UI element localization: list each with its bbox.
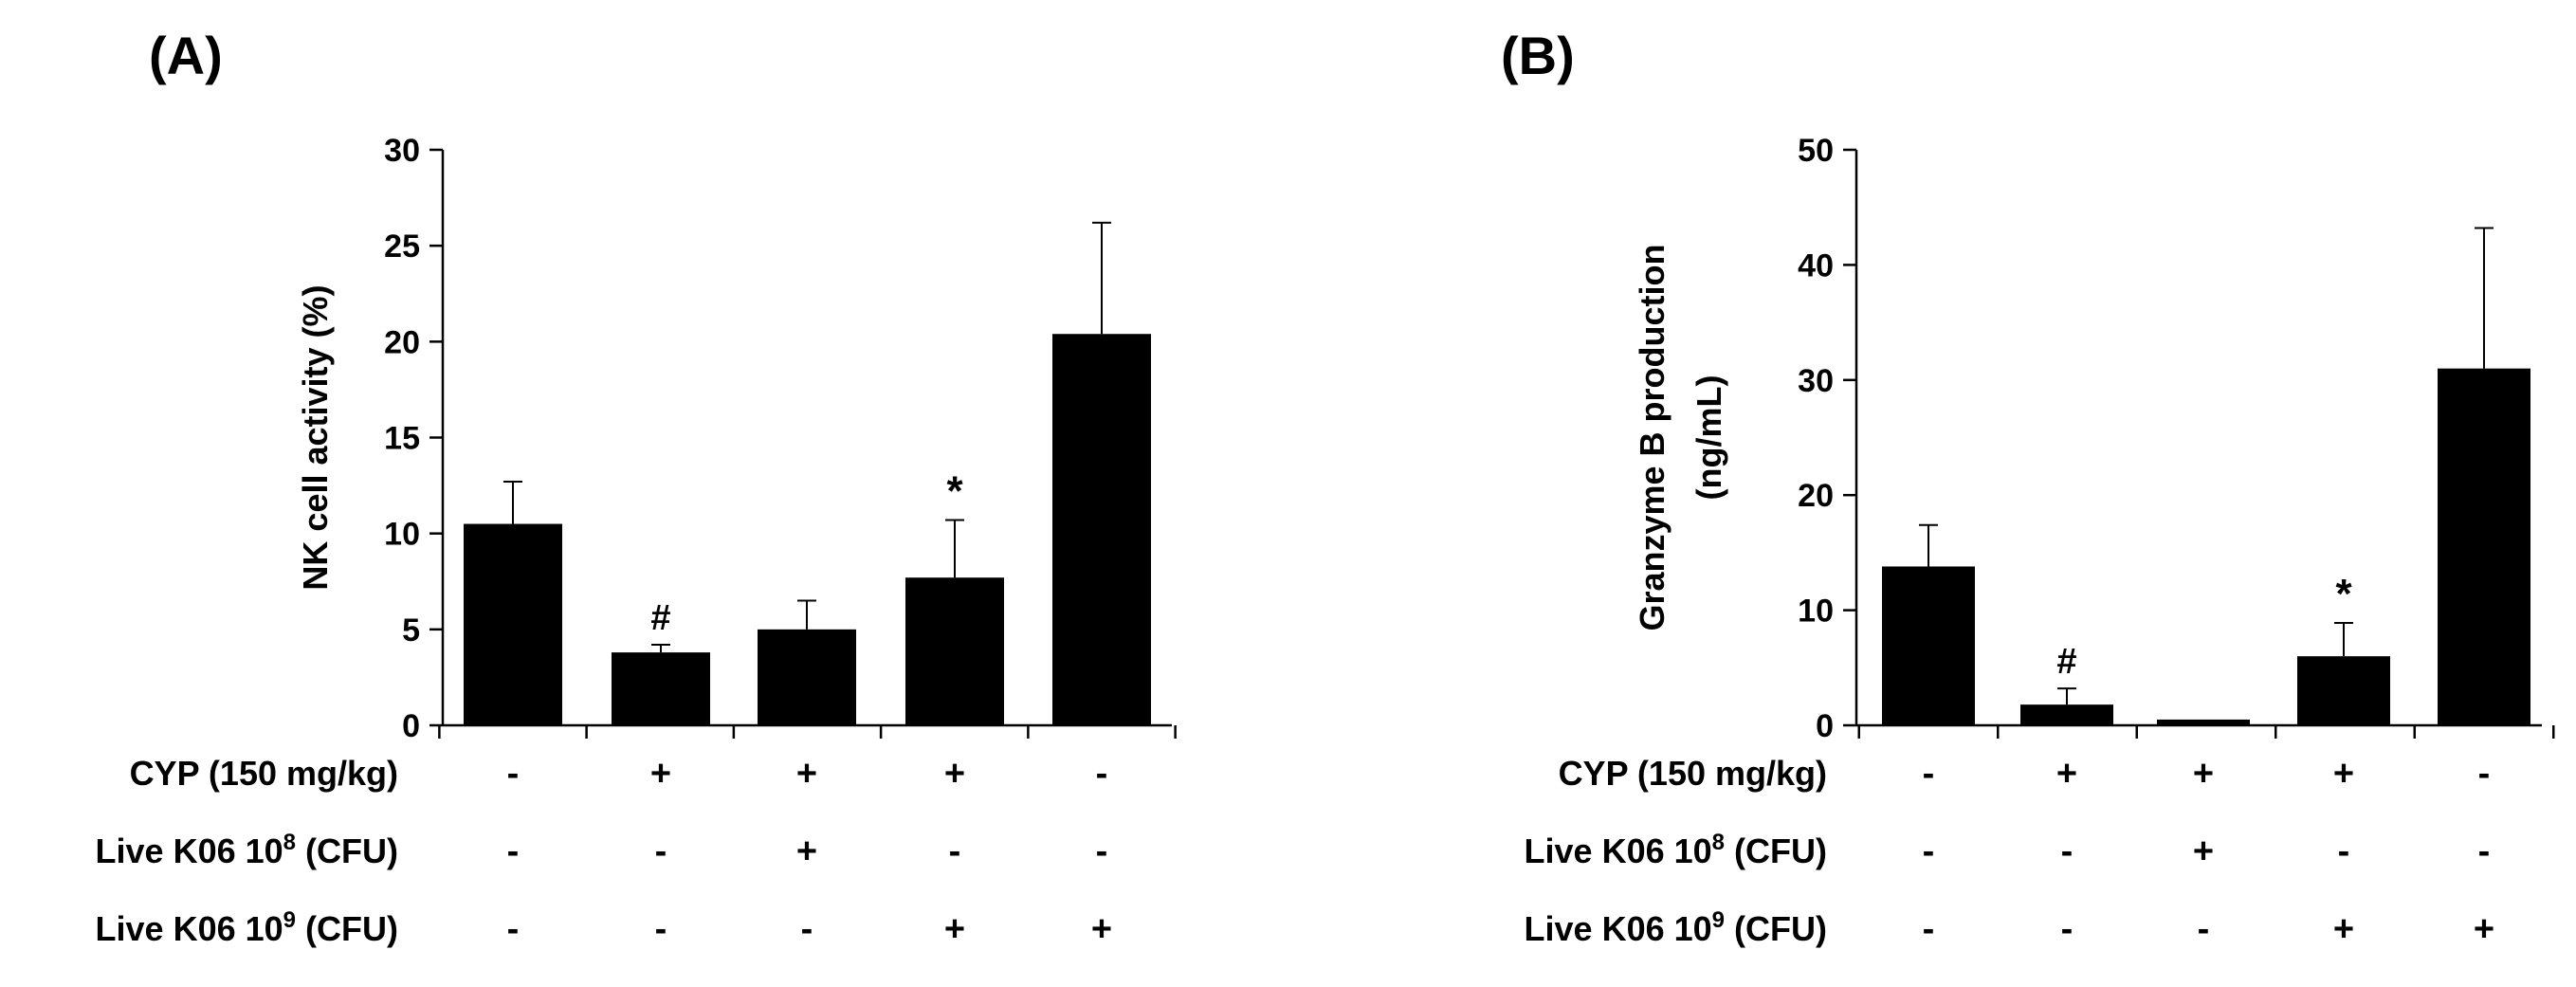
condition-label-superscript: 8 — [283, 830, 296, 855]
y-tick-label: 20 — [384, 324, 420, 360]
condition-minus: - — [2478, 754, 2491, 794]
significance-asterisk: * — [946, 468, 963, 515]
significance-hash: # — [2056, 642, 2076, 682]
y-tick-label: 30 — [384, 133, 420, 169]
condition-minus: - — [801, 909, 813, 949]
condition-label-superscript: 9 — [1712, 907, 1725, 933]
condition-plus: + — [2474, 909, 2494, 949]
condition-minus: - — [507, 909, 520, 949]
condition-label-unit: (CFU) — [296, 832, 398, 870]
condition-plus: + — [2333, 909, 2354, 949]
significance-asterisk: * — [2335, 571, 2352, 617]
condition-minus: - — [2061, 909, 2074, 949]
condition-minus: - — [949, 832, 961, 871]
panel-a-nk-cell-activity-chart: (A) 0 5 10 15 20 25 30 NK cell activity (%) # * CYP… — [96, 26, 1177, 949]
significance-hash: # — [650, 598, 670, 638]
condition-label-1: Live K06 108 (CFU) — [1525, 830, 1827, 870]
bar-g3 — [2157, 719, 2250, 725]
y-tick-label: 5 — [402, 612, 420, 649]
y-tick-label: 20 — [1798, 478, 1834, 514]
condition-label-2: Live K06 109 (CFU) — [96, 907, 398, 948]
condition-label-text: Live K06 10 — [1525, 909, 1712, 948]
condition-minus: - — [1096, 754, 1108, 794]
bar-g4 — [905, 577, 1004, 725]
condition-plus: + — [944, 909, 965, 949]
condition-minus: - — [2478, 832, 2491, 871]
bar-g2 — [2020, 704, 2113, 725]
condition-minus: - — [507, 832, 520, 871]
condition-label-0: CYP (150 mg/kg) — [1559, 754, 1827, 793]
y-tick-label: 0 — [402, 708, 420, 744]
y-axis-title: NK cell activity (%) — [296, 284, 335, 590]
y-tick-label: 10 — [1798, 594, 1834, 630]
condition-label-superscript: 8 — [1712, 830, 1725, 855]
bar-g4 — [2297, 656, 2390, 725]
bar-g1 — [464, 523, 562, 725]
bar-g3 — [758, 629, 856, 725]
panel-b-granzyme-b-chart: (B) 0 10 20 30 40 50 Granzyme B production (ng/m… — [1501, 26, 2555, 949]
condition-label-superscript: 9 — [283, 907, 296, 933]
bar-g5 — [1052, 334, 1151, 725]
condition-label-unit: (CFU) — [296, 909, 398, 948]
y-tick-label: 40 — [1798, 247, 1834, 283]
y-tick-label: 15 — [384, 421, 420, 457]
condition-label-text: Live K06 10 — [96, 832, 283, 870]
bar-g1 — [1882, 566, 1975, 725]
y-axis-title-unit: (ng/mL) — [1690, 375, 1728, 501]
condition-minus: - — [1923, 832, 1935, 871]
condition-label-text: Live K06 10 — [1525, 832, 1712, 870]
bar-g5 — [2438, 368, 2530, 725]
condition-label-2: Live K06 109 (CFU) — [1525, 907, 1827, 948]
y-tick-label: 0 — [1816, 708, 1834, 744]
condition-minus: - — [1923, 909, 1935, 949]
condition-label-0: CYP (150 mg/kg) — [130, 754, 398, 793]
condition-minus: - — [655, 832, 667, 871]
condition-minus: - — [2061, 832, 2074, 871]
condition-label-unit: (CFU) — [1725, 832, 1827, 870]
condition-minus: - — [507, 754, 520, 794]
condition-plus: + — [650, 754, 671, 794]
condition-label-unit: (CFU) — [1725, 909, 1827, 948]
condition-minus: - — [2338, 832, 2350, 871]
condition-label-text: CYP (150 mg/kg) — [130, 754, 398, 793]
panel-label: (A) — [149, 26, 223, 85]
y-tick-label: 25 — [384, 228, 420, 265]
y-tick-label: 10 — [384, 517, 420, 553]
condition-plus: + — [796, 832, 817, 871]
condition-minus: - — [655, 909, 667, 949]
condition-label-text: Live K06 10 — [96, 909, 283, 948]
condition-plus: + — [2193, 754, 2214, 794]
condition-plus: + — [2056, 754, 2077, 794]
condition-minus: - — [1096, 832, 1108, 871]
y-axis-title: Granzyme B production — [1633, 244, 1672, 631]
y-tick-label: 50 — [1798, 133, 1834, 169]
condition-plus: + — [944, 754, 965, 794]
panel-label: (B) — [1501, 26, 1575, 85]
condition-label-1: Live K06 108 (CFU) — [96, 830, 398, 870]
y-tick-label: 30 — [1798, 363, 1834, 399]
condition-plus: + — [2193, 832, 2214, 871]
condition-label-text: CYP (150 mg/kg) — [1559, 754, 1827, 793]
condition-plus: + — [2333, 754, 2354, 794]
bar-g2 — [612, 652, 710, 725]
condition-plus: + — [1091, 909, 1112, 949]
condition-minus: - — [2198, 909, 2210, 949]
condition-plus: + — [796, 754, 817, 794]
condition-minus: - — [1923, 754, 1935, 794]
